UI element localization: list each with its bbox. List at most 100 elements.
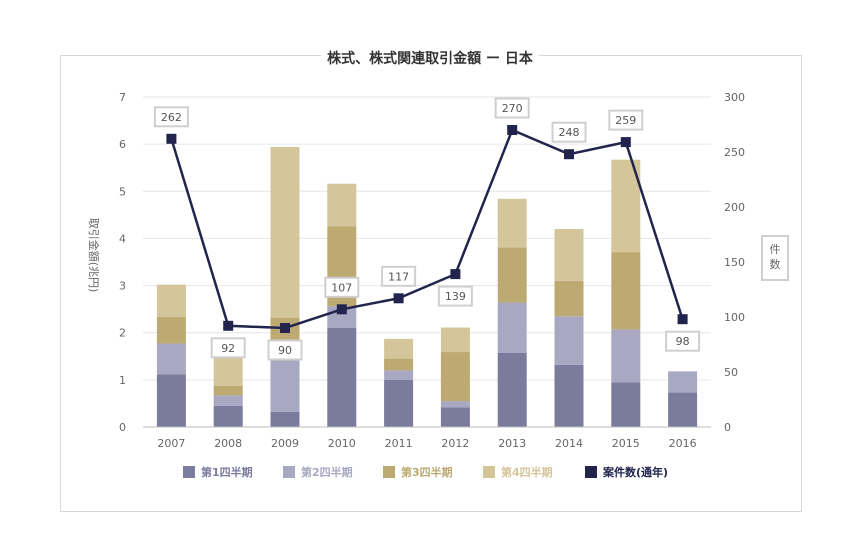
x-tick-label: 2011 — [385, 437, 413, 450]
x-tick-label: 2012 — [441, 437, 469, 450]
count-marker — [564, 149, 574, 160]
legend-swatch — [283, 466, 295, 478]
legend-swatch — [183, 466, 195, 478]
bar-segment — [270, 411, 300, 427]
y2-tick-label: 300 — [724, 91, 745, 104]
legend-label: 案件数(通年) — [602, 465, 668, 479]
data-label: 90 — [278, 344, 292, 357]
data-label: 92 — [221, 342, 235, 355]
y-tick-label: 7 — [119, 91, 126, 104]
y2-tick-label: 150 — [724, 256, 745, 269]
bar-segment — [213, 405, 243, 427]
data-label-box — [551, 121, 587, 143]
bar-segment — [156, 284, 186, 317]
bar-segment — [156, 316, 186, 344]
bar-segment — [668, 371, 698, 393]
data-label-box — [153, 106, 189, 128]
x-tick-label: 2008 — [214, 437, 242, 450]
y-tick-label: 0 — [119, 421, 126, 434]
data-label: 259 — [615, 114, 636, 127]
x-tick-label: 2013 — [498, 437, 526, 450]
y-tick-label: 1 — [119, 374, 126, 387]
x-tick-label: 2014 — [555, 437, 583, 450]
x-tick-label: 2010 — [328, 437, 356, 450]
legend-swatch — [483, 466, 495, 478]
bar-segment — [611, 382, 641, 427]
legend-label: 第3四半期 — [401, 465, 453, 479]
y-tick-label: 5 — [119, 185, 126, 198]
count-marker — [166, 133, 177, 144]
bar-segment — [384, 338, 414, 359]
bar-segment — [668, 392, 698, 427]
y2-tick-label: 250 — [724, 146, 745, 159]
legend-swatch — [383, 466, 395, 478]
count-marker — [280, 323, 290, 333]
y2-axis-label: 数 — [770, 258, 781, 271]
y-tick-label: 6 — [119, 138, 126, 151]
bar-segment — [440, 407, 470, 427]
bar-segment — [611, 252, 641, 330]
count-marker — [450, 269, 461, 280]
bar-segment — [384, 358, 414, 371]
data-label-box — [437, 285, 473, 307]
data-label-box — [608, 109, 644, 131]
count-line — [170, 128, 684, 330]
data-label-box — [210, 337, 246, 359]
y-tick-label: 2 — [119, 327, 126, 340]
count-marker — [336, 304, 347, 315]
bar-segment — [327, 328, 357, 427]
y2-tick-label: 0 — [724, 421, 731, 434]
bar-segment — [156, 343, 186, 375]
bar-segment — [440, 352, 470, 402]
legend-label: 第2四半期 — [301, 465, 353, 479]
data-label-box — [665, 330, 701, 352]
data-label: 117 — [388, 270, 409, 283]
data-label-box — [267, 339, 303, 361]
bar-segment — [213, 353, 243, 386]
data-label-box — [494, 97, 530, 119]
count-marker — [223, 320, 234, 331]
bar-segment — [384, 370, 414, 380]
count-marker — [507, 125, 518, 135]
data-label: 98 — [676, 335, 690, 348]
x-tick-label: 2016 — [669, 437, 697, 450]
data-label: 262 — [161, 111, 182, 124]
count-marker — [677, 314, 688, 325]
y-tick-label: 3 — [119, 280, 126, 293]
bar-segment — [327, 183, 357, 227]
bar-segment — [213, 385, 243, 396]
legend-swatch — [585, 466, 597, 478]
legend-label: 第4四半期 — [501, 465, 553, 479]
bar-segment — [554, 229, 584, 281]
bar-segment — [213, 395, 243, 406]
data-label: 270 — [502, 102, 523, 115]
data-label: 107 — [331, 281, 352, 294]
bar-segment — [156, 374, 186, 427]
count-marker — [393, 293, 404, 304]
y2-axis-label-box — [761, 235, 789, 281]
y2-tick-label: 100 — [724, 311, 745, 324]
x-tick-label: 2007 — [157, 437, 185, 450]
y2-axis-label: 件 — [770, 243, 781, 256]
count-marker — [620, 137, 631, 148]
y2-tick-label: 200 — [724, 201, 745, 214]
x-tick-label: 2015 — [612, 437, 640, 450]
legend-label: 第1四半期 — [201, 465, 253, 479]
bar-segment — [611, 329, 641, 383]
bar-segment — [440, 401, 470, 408]
x-tick-label: 2009 — [271, 437, 299, 450]
y2-tick-label: 50 — [724, 366, 738, 379]
bar-segment — [554, 364, 584, 427]
bar-segment — [497, 247, 527, 303]
y-tick-label: 4 — [119, 232, 126, 245]
bar-segment — [497, 302, 527, 353]
bar-segment — [554, 280, 584, 317]
data-label: 248 — [559, 126, 580, 139]
data-label-box — [324, 276, 360, 298]
data-label: 139 — [445, 290, 466, 303]
bar-segment — [270, 146, 300, 318]
bar-segment — [440, 327, 470, 353]
bar-segment — [554, 316, 584, 365]
y-axis-label: 取引金額(兆円) — [87, 218, 101, 293]
bar-segment — [497, 352, 527, 427]
